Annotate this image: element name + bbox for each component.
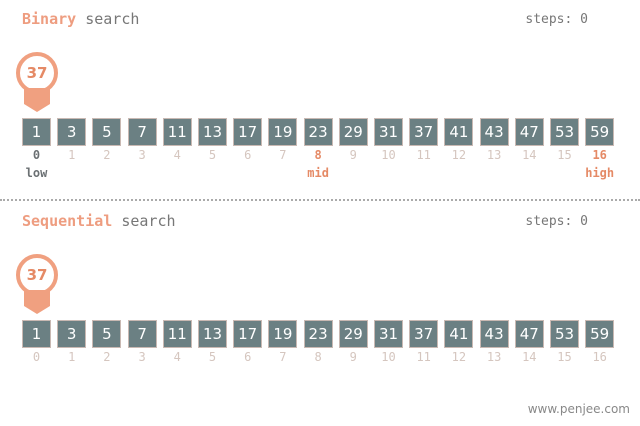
array-cell: 5: [92, 320, 122, 348]
array-index: 6: [244, 148, 252, 162]
array-index: 6: [244, 350, 252, 364]
array-index: 7: [279, 350, 287, 364]
array-index: 13: [486, 148, 502, 162]
array-cell: 53: [550, 320, 579, 348]
array-cell: 37: [409, 320, 439, 348]
array-index: 2: [103, 350, 111, 364]
target-value: 37: [16, 52, 58, 94]
array-index: 0: [32, 350, 41, 364]
array-index: 0: [32, 148, 41, 162]
array-index: 1: [68, 148, 76, 162]
array-index: 8: [314, 350, 322, 364]
array-cell: 23: [303, 320, 333, 348]
array-cell: 1: [22, 320, 51, 348]
binary-target-marker: 37: [16, 52, 58, 114]
pointer-icon: [24, 290, 50, 314]
array-index: 11: [416, 350, 431, 364]
array-index: 3: [138, 148, 146, 162]
sequential-search-title: Sequential search: [22, 212, 176, 230]
array-index: 9: [349, 350, 357, 364]
array-index: 9: [349, 148, 357, 162]
array-index: 7: [279, 148, 287, 162]
mid-pointer-label: mid: [307, 166, 329, 180]
array-index: 4: [173, 350, 181, 364]
array-index: 8: [314, 148, 322, 162]
array-cell: 41: [444, 118, 474, 146]
array-cell: 53: [550, 118, 579, 146]
footer-brand: www.penjee.com: [527, 402, 630, 416]
array-index: 4: [173, 148, 181, 162]
array-cell: 23: [303, 118, 333, 146]
array-cell: 41: [444, 320, 474, 348]
array-index: 10: [381, 350, 396, 364]
high-pointer-label: high: [585, 166, 615, 180]
array-cell: 43: [479, 320, 509, 348]
array-cell: 7: [127, 118, 157, 146]
array-cell: 1: [22, 118, 51, 146]
array-cell: 47: [514, 118, 544, 146]
array-index: 14: [522, 148, 537, 162]
array-index: 15: [557, 148, 572, 162]
low-pointer-label: low: [25, 166, 48, 180]
array-index: 16: [592, 148, 607, 162]
array-cell: 31: [374, 118, 403, 146]
array-cell: 11: [162, 320, 192, 348]
array-index: 2: [103, 148, 111, 162]
array-cell: 37: [409, 118, 439, 146]
array-cell: 59: [585, 320, 615, 348]
binary-search-title: Binary search: [22, 10, 140, 28]
array-cell: 31: [374, 320, 403, 348]
array-index: 5: [208, 350, 217, 364]
array-cell: 17: [233, 118, 263, 146]
array-cell: 17: [233, 320, 263, 348]
array-cell: 29: [338, 118, 368, 146]
sequential-target-marker: 37: [16, 254, 58, 316]
array-cell: 13: [198, 118, 227, 146]
pointer-icon: [24, 88, 50, 112]
array-index: 3: [138, 350, 146, 364]
array-index: 16: [592, 350, 607, 364]
array-cell: 47: [514, 320, 544, 348]
array-cell: 3: [57, 320, 87, 348]
array-index: 15: [557, 350, 572, 364]
array-index: 14: [522, 350, 537, 364]
array-index: 5: [208, 148, 217, 162]
array-cell: 19: [268, 320, 298, 348]
array-cell: 43: [479, 118, 509, 146]
array-cell: 3: [57, 118, 87, 146]
array-cell: 7: [127, 320, 157, 348]
array-index: 11: [416, 148, 431, 162]
array-index: 12: [451, 148, 467, 162]
sequential-steps-counter: steps: 0: [525, 214, 588, 229]
array-cell: 11: [162, 118, 192, 146]
array-index: 1: [68, 350, 76, 364]
array-cell: 13: [198, 320, 227, 348]
section-divider: [0, 199, 640, 201]
binary-steps-counter: steps: 0: [525, 12, 588, 27]
array-index: 10: [381, 148, 396, 162]
array-cell: 5: [92, 118, 122, 146]
array-cell: 19: [268, 118, 298, 146]
array-cell: 29: [338, 320, 368, 348]
array-cell: 59: [585, 118, 615, 146]
array-index: 12: [451, 350, 467, 364]
array-index: 13: [486, 350, 502, 364]
